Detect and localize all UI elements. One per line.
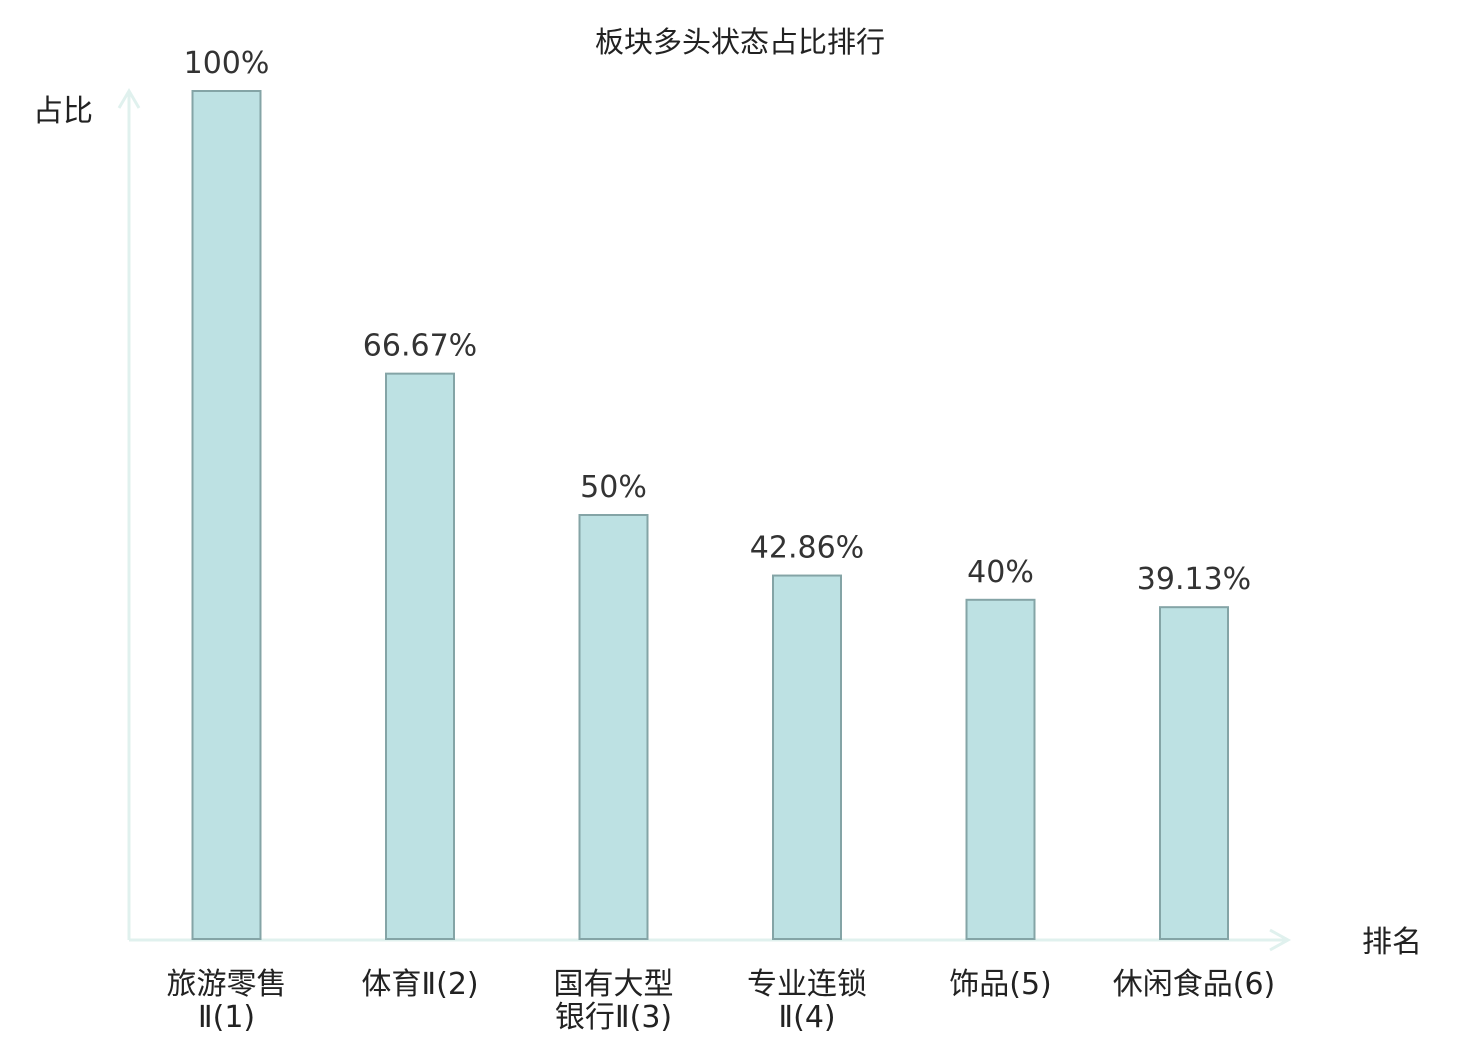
value-label-5: 40% <box>967 555 1034 590</box>
category-label-4-line-1: 专业连锁 <box>747 967 867 1002</box>
category-label-4-line-2: Ⅱ(4) <box>778 1000 835 1035</box>
x-axis-arrow <box>1269 928 1292 952</box>
axes <box>117 88 1292 952</box>
value-label-4: 42.86% <box>750 531 864 566</box>
y-axis-label: 占比 <box>33 94 93 129</box>
chart-title: 板块多头状态占比排行 <box>595 25 885 59</box>
bar-2 <box>385 372 455 940</box>
bar-3 <box>578 514 649 940</box>
category-label-2-line-1: 体育Ⅱ(2) <box>361 967 478 1002</box>
bar-4 <box>772 574 842 940</box>
value-label-6: 39.13% <box>1137 562 1251 597</box>
value-label-3: 50% <box>580 470 647 505</box>
bar-5 <box>965 598 1036 940</box>
category-label-3-line-1: 国有大型 <box>554 967 674 1002</box>
value-label-2: 66.67% <box>363 329 477 364</box>
y-axis-arrow <box>117 88 141 109</box>
bars <box>191 90 1229 940</box>
category-label-1-line-1: 旅游零售 <box>167 967 287 1002</box>
value-labels: 100% 66.67% 50% 42.86% 40% 39.13% <box>184 46 1252 597</box>
category-label-6-line-1: 休闲食品(6) <box>1113 967 1276 1002</box>
category-label-1-line-2: Ⅱ(1) <box>198 1000 255 1035</box>
value-label-1: 100% <box>184 46 270 81</box>
bar-6 <box>1159 606 1229 940</box>
x-axis-label: 排名 <box>1362 925 1422 960</box>
category-label-3-line-2: 银行Ⅱ(3) <box>555 1000 672 1035</box>
bar-1 <box>191 90 262 940</box>
category-label-5-line-1: 饰品(5) <box>949 967 1052 1002</box>
